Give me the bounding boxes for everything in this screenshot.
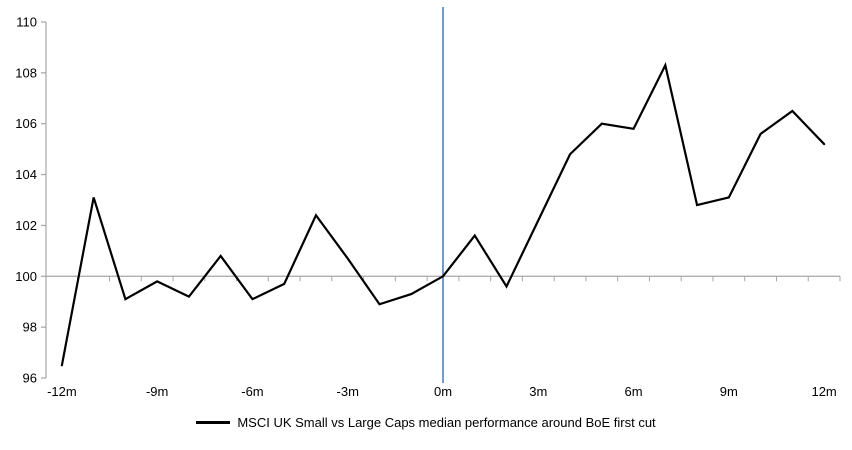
series-line	[60, 61, 826, 367]
line-chart-plot-area: 96 98 100 102 104 106 108 110 -12m -9m -6m -3m 0m 3m 6…	[15, 7, 841, 399]
x-axis-label: -6m	[241, 384, 263, 399]
x-axis-label: 0m	[434, 384, 452, 399]
x-axis-label: 12m	[811, 384, 836, 399]
x-axis-label: 3m	[529, 384, 547, 399]
legend: MSCI UK Small vs Large Caps median perfo…	[0, 415, 852, 430]
y-axis-label: 102	[15, 218, 37, 233]
x-axis-label: -9m	[146, 384, 168, 399]
x-axis-label: -3m	[337, 384, 359, 399]
y-axis-label: 110	[16, 15, 37, 30]
legend-line-swatch	[196, 421, 231, 424]
x-axis-label: -12m	[47, 384, 77, 399]
y-axis-label: 108	[15, 65, 37, 80]
y-axis-label: 106	[15, 116, 37, 131]
y-axis-label: 96	[23, 371, 37, 386]
x-axis-label: 9m	[720, 384, 738, 399]
y-axis-label: 104	[15, 167, 37, 182]
y-axis-label: 100	[15, 269, 37, 284]
y-axis-label: 98	[23, 320, 37, 335]
legend-label: MSCI UK Small vs Large Caps median perfo…	[237, 415, 656, 430]
x-axis-label: 6m	[625, 384, 643, 399]
